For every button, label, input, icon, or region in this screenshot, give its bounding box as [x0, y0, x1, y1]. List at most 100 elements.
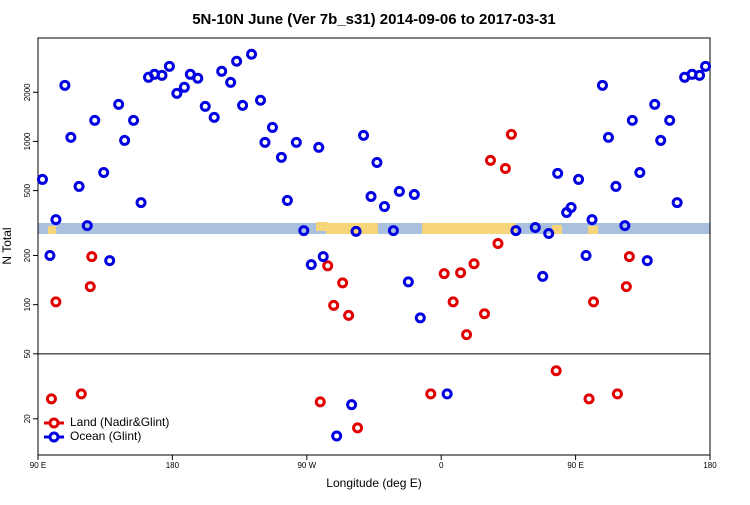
point — [135, 197, 147, 209]
point — [343, 309, 355, 321]
point — [156, 69, 168, 81]
point — [231, 55, 243, 67]
point — [588, 296, 600, 308]
point — [484, 154, 496, 166]
point — [552, 167, 564, 179]
y-tick-label: 100 — [23, 297, 32, 311]
point — [461, 329, 473, 341]
point — [50, 296, 62, 308]
point — [655, 134, 667, 146]
point — [171, 87, 183, 99]
point — [331, 430, 343, 442]
land-patch — [588, 226, 598, 234]
plot-frame — [37, 37, 711, 456]
point — [128, 114, 140, 126]
y-tick-label: 2000 — [23, 83, 32, 101]
point — [408, 188, 420, 200]
point — [610, 180, 622, 192]
point — [378, 201, 390, 213]
point — [259, 136, 271, 148]
point — [98, 167, 110, 179]
point — [596, 79, 608, 91]
point — [178, 81, 190, 93]
point — [393, 185, 405, 197]
point — [694, 69, 706, 81]
point — [700, 60, 712, 72]
point — [113, 98, 125, 110]
point — [573, 173, 585, 185]
point — [36, 173, 48, 185]
point — [298, 225, 310, 237]
point — [602, 131, 614, 143]
land-patch — [552, 225, 562, 234]
point — [529, 221, 541, 233]
point — [352, 422, 364, 434]
point — [438, 268, 450, 280]
point — [246, 48, 258, 60]
land-patch — [316, 222, 328, 231]
point — [634, 167, 646, 179]
point — [216, 65, 228, 77]
x-tick-label: 0 — [439, 461, 444, 470]
point — [59, 79, 71, 91]
point — [505, 128, 517, 140]
point — [346, 399, 358, 411]
legend-marker — [48, 431, 60, 443]
point — [50, 214, 62, 226]
point — [314, 396, 326, 408]
point — [455, 267, 467, 279]
point — [81, 220, 93, 232]
point — [199, 100, 211, 112]
y-tick-label: 50 — [23, 349, 32, 358]
point — [89, 114, 101, 126]
point — [73, 180, 85, 192]
point — [402, 276, 414, 288]
point — [649, 98, 661, 110]
point — [84, 281, 96, 293]
x-tick-label: 90 E — [567, 461, 583, 470]
map-strip — [38, 222, 710, 234]
point — [119, 134, 131, 146]
point — [447, 296, 459, 308]
y-axis-label: N Total — [0, 227, 14, 264]
point — [225, 76, 237, 88]
point — [86, 251, 98, 263]
point — [358, 129, 370, 141]
point — [350, 225, 362, 237]
point — [65, 131, 77, 143]
point — [537, 270, 549, 282]
point — [510, 225, 522, 237]
x-tick-label: 180 — [703, 461, 717, 470]
legend-label: Ocean (Glint) — [70, 429, 141, 443]
chart-title: 5N-10N June (Ver 7b_s31) 2014-09-06 to 2… — [192, 11, 556, 28]
point — [337, 277, 349, 289]
point — [387, 225, 399, 237]
point — [328, 299, 340, 311]
point — [208, 111, 220, 123]
point — [565, 201, 577, 213]
point — [317, 251, 329, 263]
point — [580, 250, 592, 262]
point — [313, 141, 325, 153]
point — [290, 136, 302, 148]
x-axis-label: Longitude (deg E) — [326, 476, 421, 490]
point — [671, 197, 683, 209]
point — [550, 365, 562, 377]
point — [425, 388, 437, 400]
point — [75, 388, 87, 400]
point — [266, 121, 278, 133]
y-tick-label: 20 — [23, 414, 32, 423]
land-patch — [48, 226, 56, 234]
point — [305, 259, 317, 271]
x-tick-label: 180 — [166, 461, 180, 470]
point — [492, 237, 504, 249]
point — [371, 156, 383, 168]
point — [45, 393, 57, 405]
point — [611, 388, 623, 400]
legend-label: Land (Nadir&Glint) — [70, 415, 169, 429]
y-tick-label: 500 — [23, 183, 32, 197]
point — [619, 220, 631, 232]
legend-marker — [48, 417, 60, 429]
point — [237, 99, 249, 111]
